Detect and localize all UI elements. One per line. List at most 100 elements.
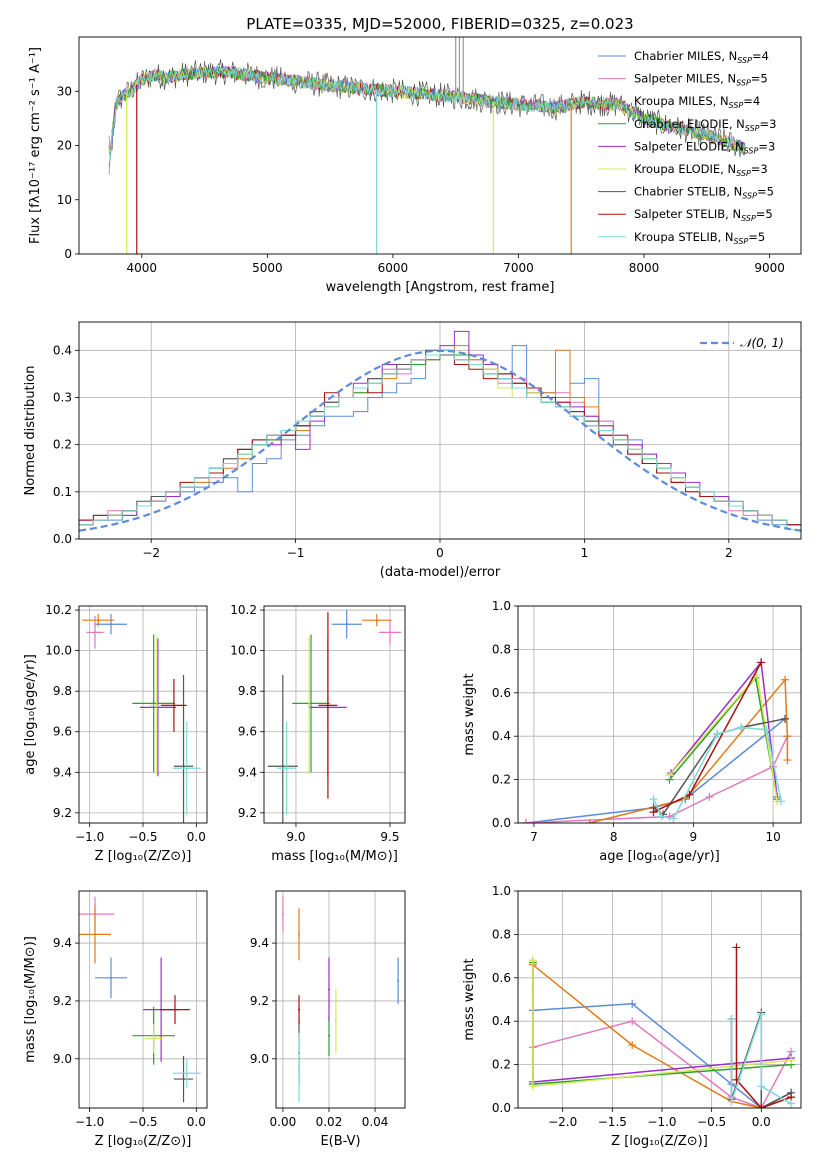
weight_vs_Z-plotarea xyxy=(528,943,796,1108)
weight_vs_age-marker xyxy=(669,814,678,823)
weight_vs_age-xtick-label: 8 xyxy=(610,830,618,844)
spectrum-ytick-label: 0 xyxy=(64,247,72,261)
weight_vs_age-xtick-label: 10 xyxy=(765,830,780,844)
mass_vs_Z-xlabel: Z [log₁₀(Z/Z⊙)] xyxy=(95,1134,192,1149)
weight_vs_age-marker xyxy=(762,725,771,734)
weight_vs_age-ytick-label: 0.4 xyxy=(492,729,511,743)
residuals-ytick-label: 0.0 xyxy=(53,532,72,546)
EBV-point xyxy=(281,913,284,916)
mass_vs_Z-ytick-label: 9.0 xyxy=(53,1052,72,1066)
weight_vs_age-ylabel: mass weight xyxy=(462,673,477,755)
weight_vs_age-marker xyxy=(713,730,722,739)
spectrum-xtick-label: 4000 xyxy=(127,261,158,275)
weight_vs_age-marker xyxy=(649,795,658,804)
mass_vs_Z-ytick-label: 9.2 xyxy=(53,994,72,1008)
mass_vs_Z-point xyxy=(182,1078,185,1081)
EBV-point xyxy=(327,1034,330,1037)
spectrum-xtick-label: 5000 xyxy=(252,261,283,275)
weight_vs_Z-xtick-label: −0.5 xyxy=(697,1115,726,1129)
weight_vs_age-marker xyxy=(757,658,766,667)
weight_vs_age-marker xyxy=(737,723,746,732)
spectrum-frame xyxy=(78,36,802,255)
residuals-xtick-label: 1 xyxy=(581,546,589,560)
EBV-point xyxy=(397,979,400,982)
residual-legend-label: 𝒩(0, 1) xyxy=(740,336,784,350)
weight_vs_age-ytick-label: 0.6 xyxy=(492,686,511,700)
age_vs_mass-point xyxy=(285,767,288,770)
spectrum-line-kroupa_stelib xyxy=(108,65,746,163)
weight_vs_age-marker xyxy=(657,812,666,821)
age_vs_mass-point xyxy=(308,704,311,707)
spectrum-xtick-label: 9000 xyxy=(754,261,785,275)
EBV-point xyxy=(298,933,301,936)
age_vs_Z-ytick-label: 10.0 xyxy=(45,644,72,658)
weight_vs_Z-ytick-label: 0.4 xyxy=(492,1014,511,1028)
age_vs_mass-frame xyxy=(263,605,406,824)
mass_vs_Z-plotarea xyxy=(79,896,201,1103)
residuals-axes: −2 −1 0 1 2 0.0 0.1 0.2 0.3 0.4 (data-model)/error… xyxy=(23,322,801,580)
spectrum-xtick-label: 7000 xyxy=(503,261,534,275)
weight_vs_Z-xtick-label: 0.0 xyxy=(752,1115,771,1129)
mass_vs_Z-frame xyxy=(78,890,208,1109)
mass_vs_Z-xtick-label: −0.5 xyxy=(128,1115,157,1129)
age_vs_Z-xtick-label: −0.5 xyxy=(128,830,157,844)
age_vs_Z-axes: −1.0 −0.5 0.0 9.2 9.4 9.6 9.8 10.0 10.2 Z [log₁₀(… xyxy=(23,603,207,864)
age_vs_mass-ytick-label: 9.4 xyxy=(238,765,257,779)
age_vs_mass-ytick-label: 9.8 xyxy=(238,684,257,698)
residuals-xlabel: (data-model)/error xyxy=(380,565,501,580)
legend-label: Chabrier ELODIE, NSSP=3 xyxy=(634,117,776,133)
age_vs_Z-ylabel: age [log₁₀(age/yr)] xyxy=(23,654,38,775)
weight_vs_age-ytick-label: 1.0 xyxy=(492,599,511,613)
EBV-xtick-label: 0.04 xyxy=(362,1115,389,1129)
weight_vs_age-marker xyxy=(521,819,530,823)
spectrum-legend: Chabrier MILES, NSSP=4 Salpeter MILES, NS… xyxy=(598,49,776,246)
spectrum-line-chabrier_elodie xyxy=(108,66,746,167)
weight_vs_Z-marker xyxy=(757,1010,766,1019)
age_vs_mass-point xyxy=(326,704,329,707)
age_vs_Z-point xyxy=(172,704,175,707)
weight_vs_Z-frame xyxy=(517,890,802,1109)
mass_vs_Z-ytick-label: 9.4 xyxy=(53,936,72,950)
EBV-point xyxy=(298,1008,301,1011)
weight_vs_Z-ytick-label: 0.2 xyxy=(492,1058,511,1072)
weight_vs_Z-marker xyxy=(787,1056,796,1065)
EBV-xtick-label: 0.02 xyxy=(316,1115,343,1129)
residuals-frame xyxy=(78,321,802,540)
age_vs_Z-xlabel: Z [log₁₀(Z/Z⊙)] xyxy=(95,849,192,864)
weight_vs_age-marker xyxy=(685,790,694,799)
age_vs_Z-ytick-label: 9.4 xyxy=(53,765,72,779)
age_vs_Z-ytick-label: 9.6 xyxy=(53,725,72,739)
spectrum-title: PLATE=0335, MJD=52000, FIBERID=0325, z=0… xyxy=(246,15,633,33)
weight_vs_Z-xtick-label: −1.0 xyxy=(647,1115,676,1129)
age_vs_mass-xlabel: mass [log₁₀(M/M⊙)] xyxy=(271,849,398,864)
spectrum-axes: 4000 5000 6000 7000 8000 9000 0 10 20 30 wavelengt… xyxy=(28,47,785,295)
weight_vs_Z-ytick-label: 0.6 xyxy=(492,971,511,985)
residuals-xtick-label: 0 xyxy=(436,546,444,560)
age_vs_mass-point xyxy=(375,619,378,622)
residuals-ylabel: Normed distribution xyxy=(23,366,38,496)
weight_vs_age-marker xyxy=(777,797,786,806)
legend-label: Kroupa STELIB, NSSP=5 xyxy=(634,230,765,246)
legend-label: Kroupa MILES, NSSP=4 xyxy=(634,94,760,110)
weight_vs_age-xtick-label: 7 xyxy=(530,830,538,844)
weight_vs_age-ytick-label: 0.8 xyxy=(492,642,511,656)
weight_vs_Z-marker xyxy=(757,1104,766,1108)
legend-label: Salpeter STELIB, NSSP=5 xyxy=(634,207,773,223)
EBV-frame xyxy=(275,890,406,1109)
weight_vs_Z-ytick-label: 0.0 xyxy=(492,1101,511,1115)
age_vs_Z-xtick-label: 0.0 xyxy=(187,830,206,844)
age_vs_Z-ytick-label: 10.2 xyxy=(45,603,72,617)
weight_vs_age-marker xyxy=(783,732,792,741)
weight_vs_Z-marker xyxy=(628,1041,637,1050)
age_vs_mass-point xyxy=(345,623,348,626)
mass_vs_Z-point xyxy=(94,933,96,936)
mass_vs_Z-ylabel: mass [log₁₀(M/M⊙)] xyxy=(23,936,38,1063)
EBV-point xyxy=(334,1020,337,1023)
age_vs_Z-point xyxy=(97,619,100,622)
legend-label: Salpeter MILES, NSSP=5 xyxy=(634,72,768,88)
residuals-plotarea xyxy=(79,330,801,539)
mass_vs_Z-xtick-label: 0.0 xyxy=(187,1115,206,1129)
age_vs_mass-axes: 9.0 9.5 9.2 9.4 9.6 9.8 10.0 10.2 mass [log₁₀(M/… xyxy=(230,603,405,864)
weight_vs_age-line-salpeter_stelib xyxy=(653,662,762,813)
